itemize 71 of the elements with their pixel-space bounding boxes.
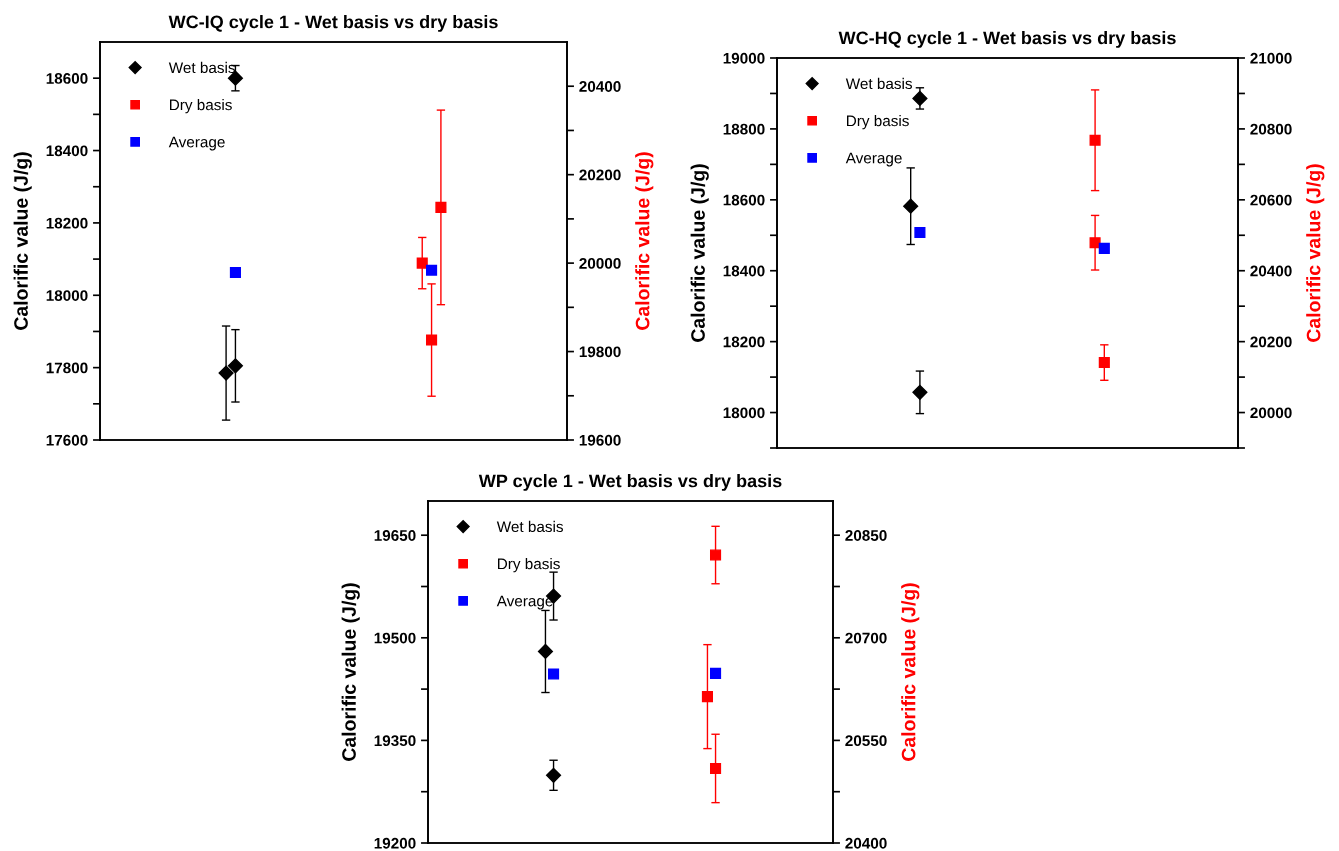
y-tick-label: 19650	[374, 530, 416, 541]
y2-tick-label: 20000	[579, 257, 621, 269]
legend-label: Wet basis	[845, 77, 912, 90]
y-tick-label: 18000	[46, 290, 88, 301]
y2-axis-title: Calorific value (J/g)	[635, 152, 654, 330]
chart-title: WP cycle 1 - Wet basis vs dry basis	[478, 474, 782, 491]
point	[912, 384, 928, 400]
y2-tick-label: 21000	[1250, 52, 1292, 64]
y-tick-label: 18200	[723, 336, 765, 348]
y-tick-label: 19500	[374, 632, 416, 644]
point	[1089, 237, 1101, 249]
y2-tick-label: 20200	[579, 169, 621, 181]
point	[701, 691, 714, 703]
legend-label: Average	[168, 136, 225, 151]
point	[229, 266, 241, 279]
chart-title: WC-HQ cycle 1 - Wet basis vs dry basis	[838, 31, 1176, 48]
point	[912, 90, 928, 106]
legend-label: Dry basis	[498, 558, 560, 573]
y2-tick-label: 20800	[1250, 123, 1292, 135]
y2-axis-title: Calorific value (J/g)	[1306, 164, 1325, 342]
y2-tick-label: 20850	[845, 530, 887, 541]
y-axis-title: Calorific value (J/g)	[13, 152, 32, 330]
legend-label: Wet basis	[496, 520, 563, 533]
y-tick-label: 18200	[46, 217, 88, 229]
y-tick-label: 19200	[374, 837, 416, 849]
y2-tick-label: 20550	[845, 735, 887, 747]
legend-label: Average	[496, 595, 553, 610]
y-axis-title: Calorific value (J/g)	[341, 583, 360, 761]
y2-tick-label: 20600	[1250, 194, 1292, 206]
point	[1098, 356, 1110, 369]
legend-label: Average	[845, 152, 902, 167]
y2-tick-label: 20200	[1250, 336, 1292, 348]
y-tick-label: 19350	[374, 735, 416, 747]
y-tick-label: 19000	[723, 52, 765, 64]
point	[416, 257, 428, 269]
y2-tick-label: 20400	[1250, 265, 1292, 277]
point	[218, 365, 234, 381]
y-tick-label: 17800	[46, 362, 88, 374]
point	[1089, 134, 1101, 146]
y2-tick-label: 19600	[579, 434, 621, 446]
y2-tick-label: 20400	[579, 81, 621, 92]
y-tick-label: 18600	[723, 194, 765, 206]
y-axis-title: Calorific value (J/g)	[690, 164, 709, 342]
point	[709, 549, 722, 561]
y2-tick-label: 20700	[845, 632, 887, 644]
y-tick-label: 18400	[723, 265, 765, 277]
point	[227, 358, 244, 374]
y-tick-label: 17600	[46, 434, 88, 446]
point	[547, 668, 560, 680]
legend-label: Dry basis	[170, 99, 232, 114]
legend-label: Wet basis	[168, 61, 235, 74]
point	[1098, 242, 1110, 254]
point	[435, 201, 447, 213]
y-tick-label: 18600	[46, 73, 88, 84]
y2-tick-label: 19800	[579, 346, 621, 358]
y-tick-label: 18000	[723, 407, 765, 419]
y2-tick-label: 20000	[1250, 407, 1292, 419]
y2-axis-title: Calorific value (J/g)	[901, 583, 920, 761]
point	[426, 334, 438, 346]
point	[426, 264, 438, 276]
chart-title: WC-IQ cycle 1 - Wet basis vs dry basis	[168, 15, 498, 32]
legend-label: Dry basis	[847, 115, 909, 130]
y-tick-label: 18400	[46, 145, 88, 157]
point	[545, 767, 562, 783]
point	[709, 762, 722, 775]
point	[903, 198, 919, 214]
point	[537, 643, 554, 660]
y2-tick-label: 20400	[845, 837, 887, 849]
point	[709, 667, 722, 679]
point	[914, 226, 926, 238]
y-tick-label: 18800	[723, 123, 765, 135]
